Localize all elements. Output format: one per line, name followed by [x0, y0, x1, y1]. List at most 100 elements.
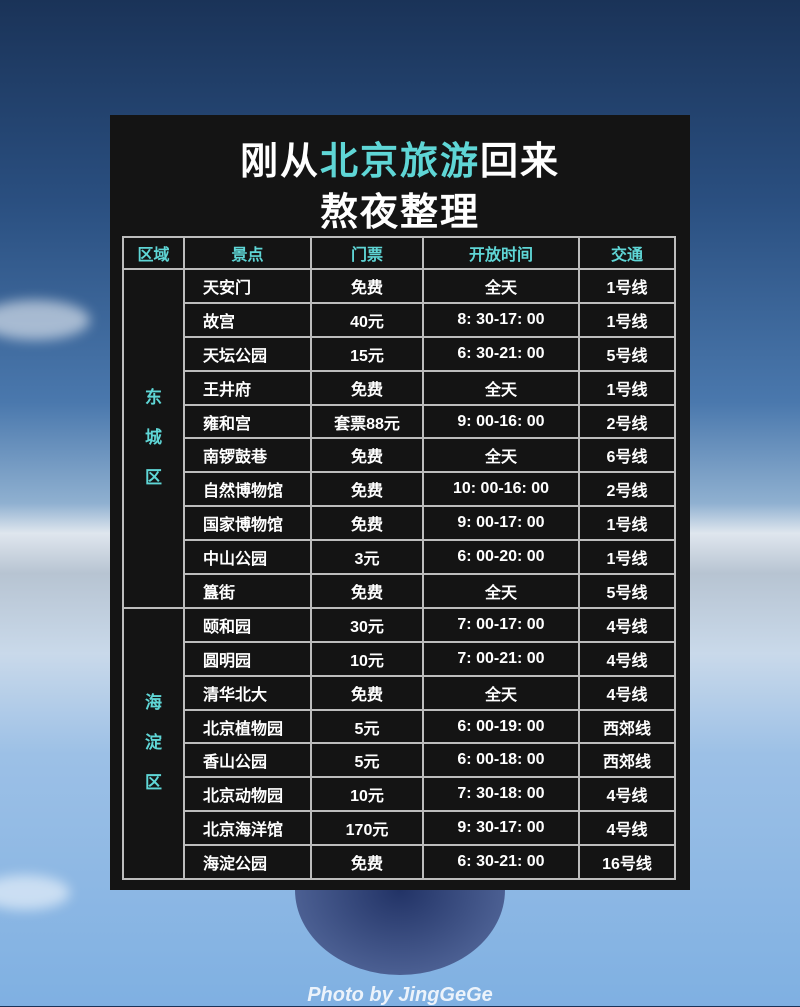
attraction-cell: 中山公园	[183, 539, 312, 576]
header-district: 区域	[122, 236, 185, 270]
ticket-cell: 免费	[310, 674, 424, 711]
table-row: 清华北大 免费 全天 4号线	[123, 674, 676, 711]
district-cell: 海淀区	[122, 606, 185, 881]
hours-cell: 9: 00-16: 00	[422, 403, 580, 440]
district-cell: 东城区	[122, 268, 185, 609]
attraction-cell: 雍和宫	[183, 403, 312, 440]
attraction-cell: 北京海洋馆	[183, 810, 312, 847]
table-row: 海淀公园 免费 6: 30-21: 00 16号线	[123, 844, 676, 881]
table-row: 圆明园 10元 7: 00-21: 00 4号线	[123, 640, 676, 677]
hours-cell: 6: 00-18: 00	[422, 742, 580, 779]
attraction-cell: 簋街	[183, 573, 312, 609]
ticket-cell: 5元	[310, 708, 424, 745]
transit-cell: 1号线	[578, 369, 676, 406]
hours-cell: 7: 00-17: 00	[422, 606, 580, 643]
cloud	[0, 300, 90, 340]
watermark: Photo by JingGeGe	[307, 984, 493, 1006]
transit-cell: 4号线	[578, 606, 676, 643]
ticket-cell: 免费	[310, 369, 424, 406]
table-row: 中山公园 3元 6: 00-20: 00 1号线	[123, 539, 676, 576]
attraction-cell: 北京动物园	[183, 776, 312, 813]
hours-cell: 6: 00-20: 00	[422, 539, 580, 576]
hours-cell: 8: 30-17: 00	[422, 301, 580, 338]
attraction-cell: 颐和园	[183, 606, 312, 643]
table-header: 区域 景点 门票 开放时间 交通	[122, 236, 676, 270]
attraction-cell: 香山公园	[183, 742, 312, 779]
attraction-cell: 天坛公园	[183, 335, 312, 372]
ticket-cell: 15元	[310, 335, 424, 372]
header-hours: 开放时间	[422, 236, 580, 270]
transit-cell: 1号线	[578, 301, 676, 338]
table-row: 雍和宫 套票88元 9: 00-16: 00 2号线	[123, 403, 676, 440]
transit-cell: 6号线	[578, 437, 676, 474]
ticket-cell: 3元	[310, 539, 424, 576]
hours-cell: 全天	[422, 268, 580, 304]
header-ticket: 门票	[310, 236, 424, 270]
attraction-cell: 故宫	[183, 301, 312, 338]
table-row: 海淀区 颐和园 30元 7: 00-17: 00 4号线	[122, 606, 676, 881]
transit-cell: 西郊线	[578, 742, 676, 779]
district-name: 海淀区	[145, 693, 162, 793]
ticket-cell: 免费	[310, 471, 424, 508]
attraction-cell: 自然博物馆	[183, 471, 312, 508]
hours-cell: 6: 00-19: 00	[422, 708, 580, 745]
hours-cell: 全天	[422, 573, 580, 609]
ticket-cell: 30元	[310, 606, 424, 643]
cloud	[0, 875, 70, 910]
table-row: 王井府 免费 全天 1号线	[123, 369, 676, 406]
attraction-cell: 南锣鼓巷	[183, 437, 312, 474]
table-row: 天坛公园 15元 6: 30-21: 00 5号线	[123, 335, 676, 372]
hours-cell: 9: 30-17: 00	[422, 810, 580, 847]
hours-cell: 6: 30-21: 00	[422, 844, 580, 881]
transit-cell: 4号线	[578, 776, 676, 813]
ticket-cell: 套票88元	[310, 403, 424, 440]
attraction-cell: 北京植物园	[183, 708, 312, 745]
header-attraction: 景点	[183, 236, 312, 270]
ticket-cell: 免费	[310, 437, 424, 474]
attraction-cell: 王井府	[183, 369, 312, 406]
table-row: 北京植物园 5元 6: 00-19: 00 西郊线	[123, 708, 676, 745]
transit-cell: 1号线	[578, 268, 676, 304]
title-highlight: 北京旅游	[319, 141, 480, 183]
table-row: 国家博物馆 免费 9: 00-17: 00 1号线	[123, 505, 676, 542]
transit-cell: 1号线	[578, 505, 676, 542]
transit-cell: 4号线	[578, 640, 676, 677]
transit-cell: 4号线	[578, 810, 676, 847]
table-row: 故宫 40元 8: 30-17: 00 1号线	[123, 301, 676, 338]
ticket-cell: 免费	[310, 844, 424, 881]
attraction-cell: 海淀公园	[183, 844, 312, 881]
transit-cell: 西郊线	[578, 708, 676, 745]
transit-cell: 5号线	[578, 573, 676, 609]
attraction-cell: 国家博物馆	[183, 505, 312, 542]
hours-cell: 7: 30-18: 00	[422, 776, 580, 813]
ticket-cell: 免费	[310, 573, 424, 609]
table-row: 北京动物园 10元 7: 30-18: 00 4号线	[123, 776, 676, 813]
ticket-cell: 40元	[310, 301, 424, 338]
balloon-image	[295, 890, 505, 975]
attraction-cell: 清华北大	[183, 674, 312, 711]
hours-cell: 全天	[422, 437, 580, 474]
district-name: 东城区	[145, 388, 162, 488]
hours-cell: 6: 30-21: 00	[422, 335, 580, 372]
transit-cell: 2号线	[578, 471, 676, 508]
transit-cell: 16号线	[578, 844, 676, 881]
title-text: 刚从	[239, 141, 320, 183]
attraction-cell: 圆明园	[183, 640, 312, 677]
table-row: 东城区 天安门 免费 全天 1号线	[122, 268, 676, 609]
ticket-cell: 170元	[310, 810, 424, 847]
table-row: 簋街 免费 全天 5号线	[123, 573, 676, 609]
title-text: 回来	[480, 141, 561, 183]
ticket-cell: 免费	[310, 268, 424, 304]
header-transit: 交通	[578, 236, 676, 270]
hours-cell: 全天	[422, 674, 580, 711]
transit-cell: 4号线	[578, 674, 676, 711]
title-line-2: 熬夜整理	[319, 192, 480, 234]
ticket-cell: 10元	[310, 640, 424, 677]
transit-cell: 1号线	[578, 539, 676, 576]
hours-cell: 全天	[422, 369, 580, 406]
table-row: 自然博物馆 免费 10: 00-16: 00 2号线	[123, 471, 676, 508]
transit-cell: 5号线	[578, 335, 676, 372]
ticket-cell: 5元	[310, 742, 424, 779]
table-row: 南锣鼓巷 免费 全天 6号线	[123, 437, 676, 474]
ticket-cell: 10元	[310, 776, 424, 813]
